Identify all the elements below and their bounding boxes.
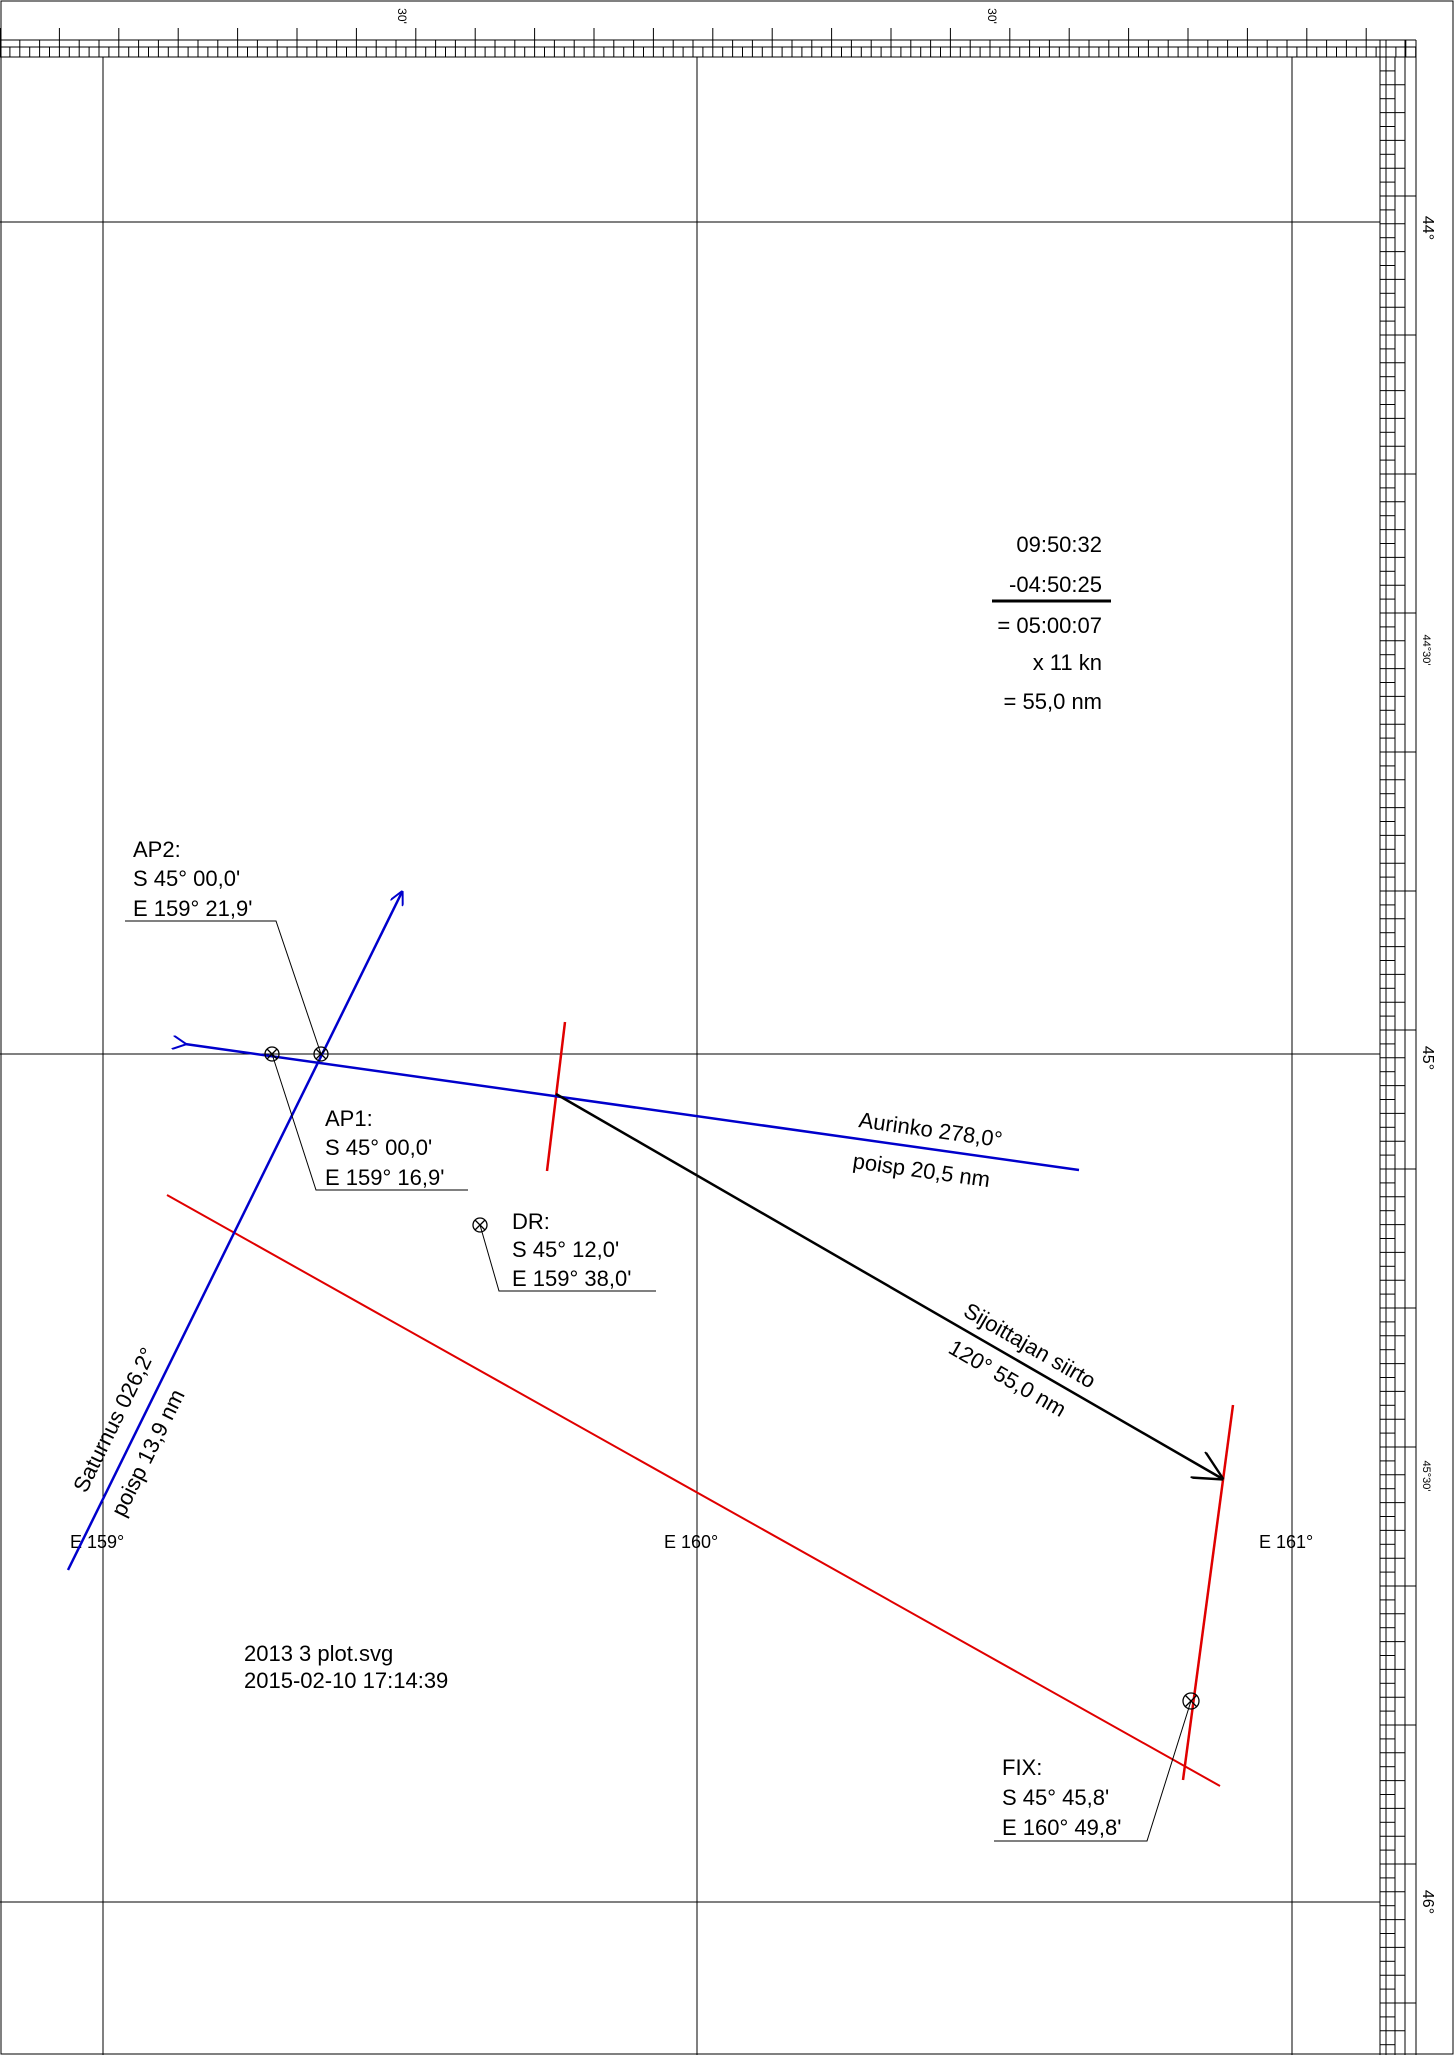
ap2-lat: S 45° 00,0'	[133, 866, 240, 891]
file-date: 2015-02-10 17:14:39	[244, 1668, 448, 1693]
ap1-lat: S 45° 00,0'	[325, 1135, 432, 1160]
ap1-label: AP1: S 45° 00,0' E 159° 16,9'	[325, 1106, 444, 1190]
calc-line-4: x 11 kn	[1033, 650, 1102, 675]
fix-leader	[994, 1700, 1192, 1842]
right-scale-label-44: 44°	[1419, 216, 1436, 240]
dr-label: DR: S 45° 12,0' E 159° 38,0'	[512, 1209, 631, 1291]
graticule	[0, 57, 1380, 2055]
fix-lat: S 45° 45,8'	[1002, 1785, 1109, 1810]
aurinko-bearing-label: Aurinko 278,0°	[857, 1107, 1004, 1152]
ap2-leader	[125, 920, 322, 1055]
right-scale-label-44-30: 44°30'	[1420, 635, 1432, 666]
ap2-label: AP2: S 45° 00,0' E 159° 21,9'	[133, 837, 252, 921]
transferred-saturnus-lop	[166, 1194, 1221, 1787]
dr-lon: E 159° 38,0'	[512, 1266, 631, 1291]
fix-lon: E 160° 49,8'	[1002, 1815, 1121, 1840]
calc-line-1: 09:50:32	[1016, 532, 1102, 557]
ap2-lon: E 159° 21,9'	[133, 896, 252, 921]
ap1-title: AP1:	[325, 1106, 373, 1131]
fix-title: FIX:	[1002, 1755, 1042, 1780]
dr-lat: S 45° 12,0'	[512, 1237, 619, 1262]
right-scale-label-46: 46°	[1419, 1890, 1436, 1914]
top-latitude-scale	[0, 28, 1417, 58]
right-scale-label-45-30: 45°30'	[1420, 1461, 1432, 1492]
sijoittajan-siirto-arrow	[555, 1092, 1221, 1478]
calc-line-3: = 05:00:07	[997, 613, 1102, 638]
calc-line-5: = 55,0 nm	[1004, 689, 1102, 714]
aurinko-lop	[185, 1044, 1080, 1172]
right-scale-label-45: 45°	[1419, 1046, 1436, 1070]
saturnus-lop	[66, 892, 402, 1571]
ap2-title: AP2:	[133, 837, 181, 862]
meridian-label-161: E 161°	[1259, 1532, 1313, 1552]
ap1-lon: E 159° 16,9'	[325, 1165, 444, 1190]
calc-line-2: -04:50:25	[1009, 572, 1102, 597]
dr-leader	[479, 1224, 656, 1292]
top-scale-label-2: 30'	[985, 8, 999, 24]
top-scale-label-1: 30'	[395, 8, 409, 24]
meridian-label-160: E 160°	[664, 1532, 718, 1552]
ap1-leader	[271, 1053, 468, 1191]
fix-label: FIX: S 45° 45,8' E 160° 49,8'	[1002, 1755, 1121, 1840]
run-calculation: 09:50:32 -04:50:25 = 05:00:07 x 11 kn = …	[992, 532, 1111, 714]
dr-title: DR:	[512, 1209, 550, 1234]
file-name: 2013 3 plot.svg	[244, 1641, 393, 1666]
right-latitude-scale	[1379, 39, 1417, 2055]
